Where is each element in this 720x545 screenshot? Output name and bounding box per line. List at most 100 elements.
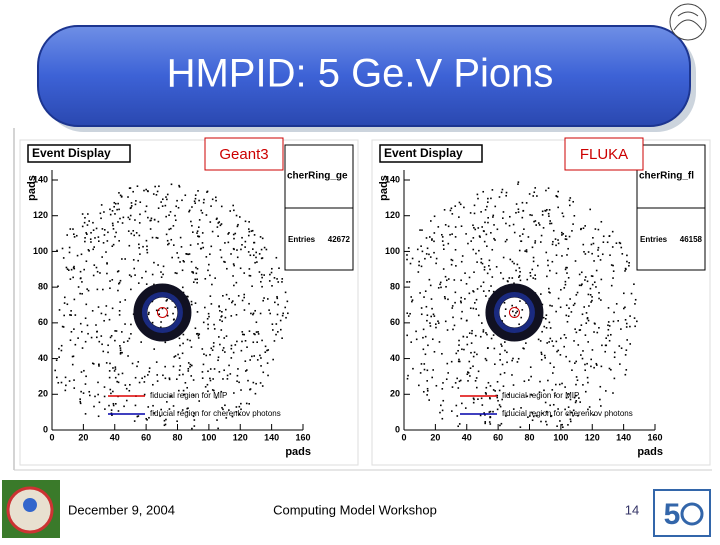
hit xyxy=(473,302,476,304)
hit xyxy=(626,339,628,341)
hit xyxy=(591,296,593,298)
hit xyxy=(227,241,230,244)
hit xyxy=(189,363,192,366)
hit xyxy=(587,381,589,384)
hit xyxy=(193,200,196,203)
hit xyxy=(483,412,485,414)
ring-inner xyxy=(493,292,535,333)
hit xyxy=(117,202,119,205)
hit xyxy=(538,224,541,226)
hit xyxy=(518,267,521,269)
hit xyxy=(447,242,450,245)
hit xyxy=(83,268,85,271)
hit xyxy=(225,417,228,419)
hit xyxy=(94,237,96,239)
hit xyxy=(545,420,547,423)
hit xyxy=(226,267,228,270)
hit xyxy=(406,281,408,283)
hit xyxy=(468,360,471,363)
hit xyxy=(192,394,195,397)
hit xyxy=(587,341,589,343)
hit xyxy=(228,364,230,367)
hit xyxy=(556,425,558,428)
hit xyxy=(139,253,141,255)
hit xyxy=(174,306,177,308)
hit xyxy=(240,349,243,352)
hit xyxy=(247,251,250,253)
hit xyxy=(513,262,515,265)
hit xyxy=(467,371,470,374)
hit xyxy=(244,360,247,362)
hit xyxy=(202,321,205,324)
hit xyxy=(624,306,626,309)
hit xyxy=(445,279,448,282)
y-tick-label: 40 xyxy=(390,353,400,363)
hit xyxy=(219,310,221,312)
hit xyxy=(61,325,64,328)
hit xyxy=(507,393,510,396)
x-tick-label: 40 xyxy=(110,432,120,442)
hit xyxy=(560,288,562,291)
x-tick-label: 0 xyxy=(49,432,54,442)
hit xyxy=(496,228,499,231)
hit xyxy=(275,256,278,259)
legend-label: fiducial region for cherenkov photons xyxy=(150,409,281,418)
hit xyxy=(626,260,628,263)
hit xyxy=(210,205,212,207)
hit xyxy=(252,254,255,257)
hit xyxy=(407,247,410,249)
hit xyxy=(469,375,471,377)
hit xyxy=(572,304,575,307)
hit xyxy=(608,339,611,342)
hit xyxy=(276,295,278,298)
hit xyxy=(492,334,495,336)
hit xyxy=(422,390,425,393)
hit xyxy=(568,235,571,238)
hit xyxy=(231,300,234,302)
hit xyxy=(284,306,287,309)
hit xyxy=(482,190,485,193)
hit xyxy=(487,347,489,349)
hit xyxy=(107,231,109,234)
hit xyxy=(98,363,100,366)
hit xyxy=(554,383,557,386)
hit xyxy=(267,349,270,351)
hit xyxy=(505,415,507,417)
hit xyxy=(179,365,182,367)
hit xyxy=(259,382,262,384)
hit xyxy=(487,197,489,200)
hit xyxy=(125,387,128,390)
hit xyxy=(206,383,209,386)
hit xyxy=(186,386,189,389)
hit xyxy=(426,369,429,372)
hit xyxy=(232,351,235,354)
hit xyxy=(625,369,628,371)
hit xyxy=(161,198,164,201)
hit xyxy=(260,248,263,251)
hit xyxy=(532,195,535,197)
hit xyxy=(454,226,457,228)
hit xyxy=(523,380,526,383)
hit xyxy=(117,289,119,292)
hit xyxy=(424,257,426,260)
hit xyxy=(234,303,236,306)
hit xyxy=(157,207,160,209)
hit xyxy=(181,409,184,411)
hit xyxy=(551,243,554,246)
hit xyxy=(148,311,150,314)
hit xyxy=(587,319,590,322)
hit xyxy=(86,324,89,327)
hit xyxy=(161,307,164,310)
hit xyxy=(557,408,559,410)
hit xyxy=(584,279,586,281)
hit xyxy=(460,301,462,304)
hit xyxy=(182,373,184,376)
hit xyxy=(141,377,143,380)
hit xyxy=(272,329,274,331)
hit xyxy=(473,398,475,401)
hit xyxy=(499,272,502,274)
hit xyxy=(114,368,117,370)
hit xyxy=(546,342,548,344)
hit xyxy=(194,327,197,330)
hit xyxy=(103,211,105,213)
